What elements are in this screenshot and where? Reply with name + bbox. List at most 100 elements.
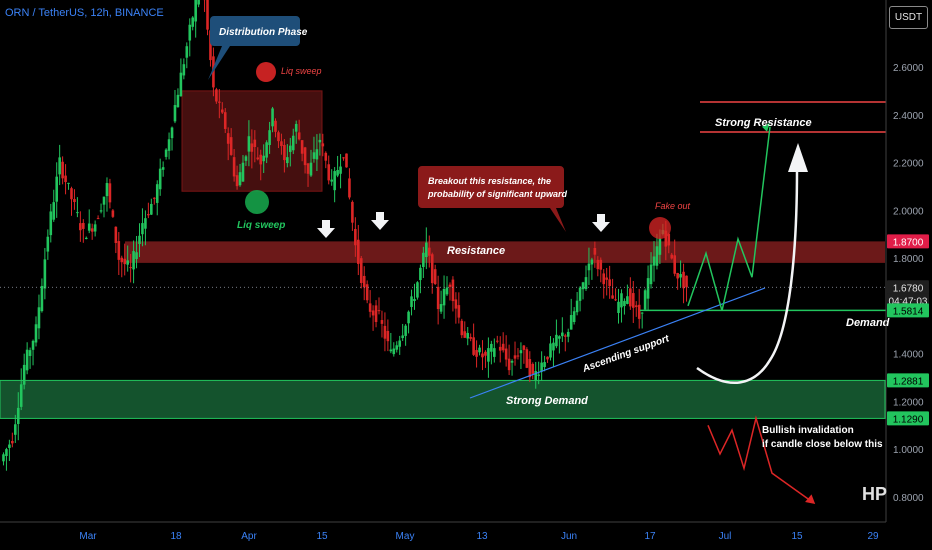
candle-body bbox=[422, 252, 425, 267]
candle-body bbox=[436, 286, 440, 310]
white-curve-arrow bbox=[696, 169, 799, 385]
candle-body bbox=[173, 105, 177, 122]
candle-body bbox=[386, 330, 390, 342]
price-label-text: 1.6780 bbox=[893, 283, 924, 294]
candle-body bbox=[608, 279, 611, 286]
candle-body bbox=[144, 218, 147, 229]
candle-body bbox=[274, 120, 277, 132]
candle-body bbox=[256, 157, 260, 160]
candle-body bbox=[117, 241, 121, 260]
candle-body bbox=[460, 320, 464, 336]
candle-body bbox=[280, 141, 283, 147]
candle-body bbox=[330, 179, 333, 182]
breakout-note-line2: probability of significant upward bbox=[427, 189, 568, 199]
candle-body bbox=[605, 277, 608, 280]
x-tick-label: 18 bbox=[170, 531, 182, 542]
candle-body bbox=[655, 246, 659, 266]
price-label-text: 04:47:03 bbox=[889, 296, 928, 307]
candle-body bbox=[194, 0, 197, 22]
candle-body bbox=[265, 142, 268, 158]
candle-body bbox=[519, 350, 523, 354]
candle-body bbox=[99, 210, 103, 212]
candle-body bbox=[138, 235, 141, 244]
y-tick-label: 1.2000 bbox=[893, 397, 924, 408]
candle-body bbox=[73, 199, 76, 203]
candle-body bbox=[312, 152, 316, 159]
candle-body bbox=[454, 299, 458, 309]
down-arrow-icon bbox=[371, 212, 389, 230]
candle-body bbox=[617, 301, 620, 313]
candle-body bbox=[623, 300, 626, 307]
candle-body bbox=[247, 136, 251, 152]
demand-label: Demand bbox=[846, 317, 890, 329]
candle-body bbox=[425, 242, 428, 258]
candle-body bbox=[324, 152, 328, 161]
candle-body bbox=[578, 287, 582, 301]
candle-body bbox=[19, 384, 23, 407]
price-label-box bbox=[887, 373, 929, 388]
candle-body bbox=[484, 351, 487, 356]
candle-body bbox=[348, 178, 351, 198]
candle-body bbox=[155, 184, 159, 203]
candle-body bbox=[288, 145, 292, 152]
candle-body bbox=[490, 343, 493, 352]
candle-body bbox=[472, 337, 475, 355]
candle-body bbox=[643, 290, 647, 310]
candle-body bbox=[558, 336, 561, 339]
x-tick-label: Jul bbox=[719, 531, 732, 542]
candle-body bbox=[463, 331, 467, 338]
candle-body bbox=[96, 218, 100, 220]
candle-body bbox=[197, 0, 200, 5]
distribution-phase-label: Distribution Phase bbox=[219, 27, 308, 38]
y-tick-label: 1.0000 bbox=[893, 445, 924, 456]
candle-body bbox=[631, 293, 635, 308]
candle-body bbox=[268, 130, 271, 146]
candle-body bbox=[185, 46, 189, 58]
candle-body bbox=[61, 161, 64, 179]
invalidation-line1: Bullish invalidation bbox=[762, 425, 854, 436]
candle-body bbox=[14, 424, 17, 435]
candle-body bbox=[161, 167, 165, 170]
candle-body bbox=[132, 251, 135, 270]
candle-body bbox=[475, 350, 478, 357]
candle-body bbox=[336, 170, 339, 176]
candle-body bbox=[566, 331, 570, 337]
y-tick-label: 2.0000 bbox=[893, 206, 924, 217]
candle-body bbox=[87, 223, 91, 231]
symbol-title[interactable]: ORN / TetherUS, 12h, BINANCE bbox=[5, 7, 164, 19]
candle-body bbox=[271, 108, 274, 127]
candle-body bbox=[611, 295, 614, 299]
candle-body bbox=[552, 342, 555, 351]
candle-body bbox=[76, 212, 79, 214]
candle-body bbox=[478, 347, 481, 353]
candle-body bbox=[427, 247, 431, 256]
x-tick-label: 15 bbox=[791, 531, 803, 542]
candle-body bbox=[46, 236, 50, 252]
candle-body bbox=[572, 311, 576, 323]
candle-body bbox=[105, 183, 109, 197]
candle-body bbox=[620, 293, 623, 308]
candle-body bbox=[416, 282, 419, 298]
candle-body bbox=[150, 203, 153, 215]
candle-body bbox=[404, 325, 407, 336]
candle-body bbox=[218, 101, 221, 103]
price-label-text: 1.8700 bbox=[893, 237, 924, 248]
price-label-text: 1.2881 bbox=[893, 376, 924, 387]
candle-body bbox=[70, 188, 73, 200]
currency-badge[interactable]: USDT bbox=[889, 6, 928, 29]
watermark-logo: HP bbox=[862, 484, 888, 504]
candle-body bbox=[152, 197, 156, 199]
y-tick-label: 2.6000 bbox=[893, 63, 924, 74]
candle-body bbox=[357, 239, 360, 264]
candle-body bbox=[664, 230, 668, 247]
candle-body bbox=[212, 56, 215, 88]
candle-body bbox=[682, 271, 685, 289]
candle-body bbox=[82, 222, 85, 229]
candle-body bbox=[297, 132, 301, 140]
down-arrow-icon bbox=[317, 220, 335, 238]
candle-body bbox=[158, 168, 162, 190]
candle-body bbox=[43, 259, 47, 289]
resistance-label: Resistance bbox=[447, 245, 505, 257]
candle-body bbox=[549, 343, 552, 358]
candle-body bbox=[629, 288, 632, 307]
